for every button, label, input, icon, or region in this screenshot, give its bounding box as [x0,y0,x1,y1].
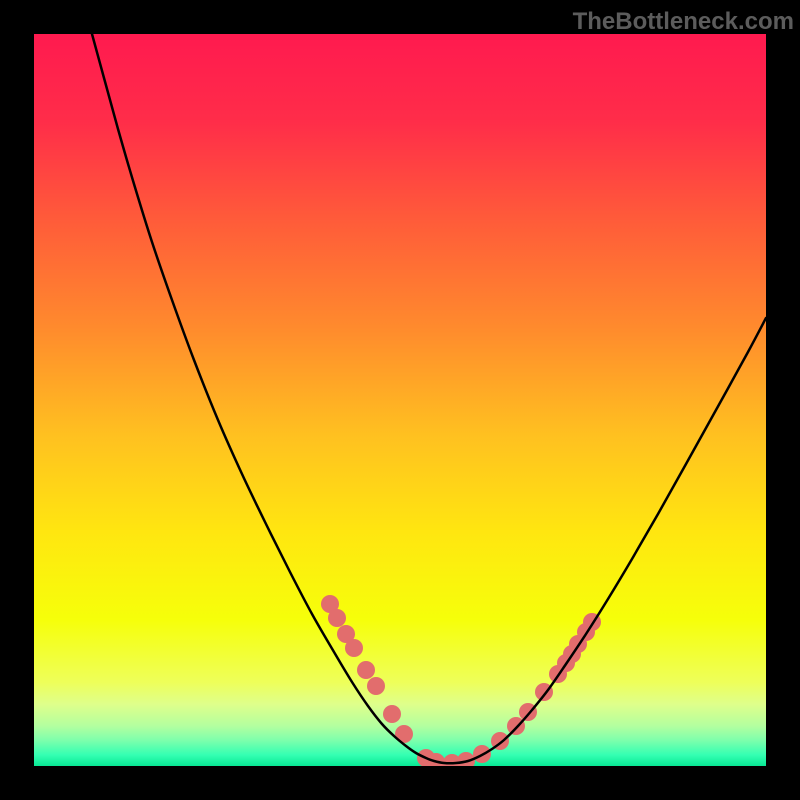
data-marker [328,609,346,627]
bottleneck-plot [34,34,766,766]
data-marker [383,705,401,723]
data-marker [357,661,375,679]
plot-background [34,34,766,766]
data-marker [367,677,385,695]
watermark-text: TheBottleneck.com [573,8,794,36]
data-marker [345,639,363,657]
